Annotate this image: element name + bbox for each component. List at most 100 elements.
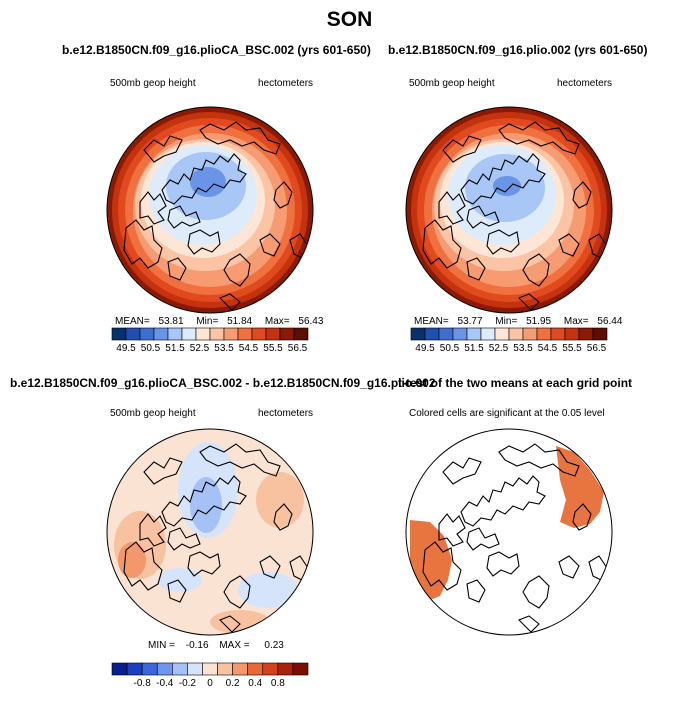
min-value: -0.16 — [185, 640, 209, 651]
max-label: Max= — [563, 316, 589, 327]
colorbar-cell — [237, 327, 253, 341]
colorbar-cell — [262, 662, 279, 676]
colorbar-cell — [141, 662, 158, 676]
colorbar-cell — [223, 327, 239, 341]
colorbar-cell — [292, 662, 309, 676]
panel-3-map — [107, 429, 313, 635]
panel-3-left-label: 500mb geop height — [110, 408, 196, 419]
colorbar-cell — [172, 662, 188, 676]
max-label: MAX = — [219, 640, 250, 651]
panel-2-right-label: hectometers — [557, 78, 613, 89]
colorbar-cell — [410, 327, 426, 341]
colorbar-cell — [452, 327, 468, 341]
colorbar-cell — [217, 662, 233, 676]
colorbar-tick-label: 51.5 — [464, 343, 484, 354]
panel-2-colorbar: 49.5 50.5 51.5 52.5 53.5 54.5 55.5 56.5 — [410, 327, 608, 354]
colorbar-tick-label: 50.5 — [141, 343, 161, 354]
min-label: MIN = — [148, 640, 175, 651]
colorbar-tick-label: 54.5 — [239, 343, 259, 354]
panel-3-title: b.e12.B1850CN.f09_g16.plioCA_BSC.002 - b… — [10, 376, 436, 390]
colorbar-tick-label: 0 — [207, 678, 213, 689]
colorbar-cell — [293, 327, 309, 341]
colorbar-cell — [480, 327, 496, 341]
colorbar-cell — [153, 327, 169, 341]
colorbar-cell — [167, 327, 183, 341]
panel-1-map — [107, 107, 313, 313]
colorbar-tick-label: 51.5 — [165, 343, 185, 354]
significant-region-west — [410, 520, 452, 600]
colorbar-cell — [126, 662, 143, 676]
colorbar-cell — [251, 327, 267, 341]
mean-label: MEAN= — [414, 316, 449, 327]
colorbar-cell — [592, 327, 608, 341]
colorbar-cell — [209, 327, 225, 341]
colorbar-cell — [277, 662, 294, 676]
panel-4-subtitle: Colored cells are significant at the 0.0… — [409, 408, 605, 419]
colorbar-tick-label: 50.5 — [440, 343, 460, 354]
max-value: 0.23 — [264, 640, 284, 651]
colorbar-cell — [125, 327, 141, 341]
panel-4-map-border — [405, 428, 613, 636]
mean-value: 53.81 — [158, 316, 184, 327]
colorbar-cell — [578, 327, 594, 341]
panel-3-map-border — [106, 428, 314, 636]
colorbar-tick-label: 52.5 — [489, 343, 509, 354]
panel-4-map — [406, 429, 612, 635]
colorbar-tick-label: 53.5 — [513, 343, 533, 354]
colorbar-tick-label: 56.5 — [288, 343, 308, 354]
colorbar-tick-label: 54.5 — [538, 343, 558, 354]
colorbar-tick-label: 55.5 — [562, 343, 582, 354]
colorbar-tick-label: 55.5 — [263, 343, 283, 354]
panel-2-title: b.e12.B1850CN.f09_g16.plio.002 (yrs 601-… — [388, 43, 648, 57]
colorbar-tick-label: 49.5 — [116, 343, 136, 354]
colorbar-tick-label: 0.2 — [226, 678, 240, 689]
colorbar-cell — [139, 327, 155, 341]
colorbar-cell — [279, 327, 295, 341]
panel-1-map-border — [106, 106, 314, 314]
colorbar-tick-label: 0.4 — [248, 678, 262, 689]
colorbar-cell — [247, 662, 264, 676]
max-value: 56.43 — [298, 316, 324, 327]
colorbar-cell — [438, 327, 454, 341]
colorbar-tick-label: -0.2 — [179, 678, 197, 689]
panel-2-map-border — [405, 106, 613, 314]
max-label: Max= — [264, 316, 290, 327]
colorbar-cell — [466, 327, 482, 341]
panel-1-right-label: hectometers — [258, 78, 314, 89]
colorbar-cell — [195, 327, 211, 341]
colorbar-tick-label: -0.8 — [134, 678, 152, 689]
max-value: 56.44 — [597, 316, 623, 327]
colorbar-tick-label: 49.5 — [415, 343, 435, 354]
colorbar-cell — [265, 327, 281, 341]
min-value: 51.84 — [227, 316, 253, 327]
colorbar-cell — [111, 662, 128, 676]
colorbar-cell — [156, 662, 173, 676]
min-label: Min= — [495, 316, 518, 327]
panel-2-stats: MEAN= 53.77 Min= 51.95 Max= 56.44 — [414, 316, 622, 327]
colorbar-tick-label: 56.5 — [587, 343, 607, 354]
colorbar-tick-label: 53.5 — [214, 343, 234, 354]
panel-2-map — [406, 107, 612, 313]
mean-value: 53.77 — [457, 316, 483, 327]
colorbar-cell — [550, 327, 566, 341]
panel-3-right-label: hectometers — [258, 408, 314, 419]
colorbar-cell — [202, 662, 218, 676]
colorbar-cell — [536, 327, 552, 341]
colorbar-tick-label: 0.8 — [271, 678, 285, 689]
min-label: Min= — [196, 316, 219, 327]
panel-1-stats: MEAN= 53.81 Min= 51.84 Max= 56.43 — [115, 316, 323, 327]
colorbar-tick-label: 52.5 — [190, 343, 210, 354]
min-value: 51.95 — [526, 316, 552, 327]
colorbar-cell — [232, 662, 248, 676]
colorbar-cell — [111, 327, 127, 341]
colorbar-cell — [522, 327, 538, 341]
panel-2-left-label: 500mb geop height — [409, 78, 495, 89]
mean-label: MEAN= — [115, 316, 150, 327]
colorbar-tick-label: -0.4 — [156, 678, 174, 689]
panel-1-left-label: 500mb geop height — [110, 78, 196, 89]
main-title: SON — [326, 8, 373, 31]
panel-3-stats: MIN = -0.16 MAX = 0.23 — [148, 640, 284, 651]
panel-1-title: b.e12.B1850CN.f09_g16.plioCA_BSC.002 (yr… — [62, 43, 371, 57]
colorbar-cell — [494, 327, 510, 341]
